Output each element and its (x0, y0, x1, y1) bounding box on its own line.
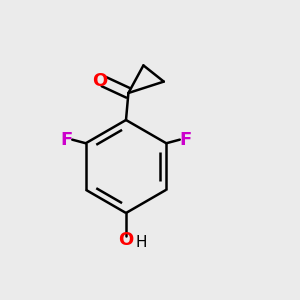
Text: F: F (60, 131, 72, 148)
Text: H: H (135, 235, 147, 250)
Text: F: F (180, 131, 192, 148)
Text: O: O (93, 72, 108, 90)
Text: O: O (118, 231, 134, 249)
